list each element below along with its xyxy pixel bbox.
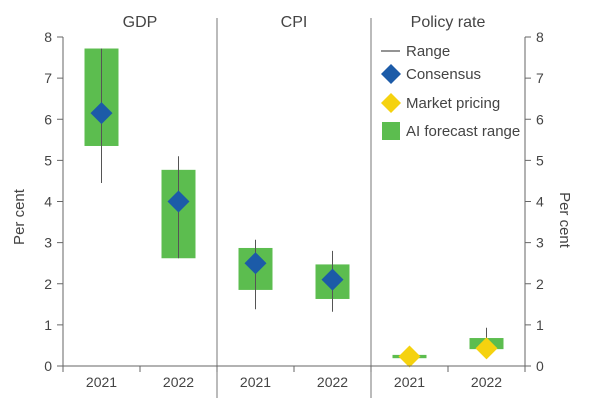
x-tick-label: 2022: [163, 374, 194, 390]
y-tick-label-right: 8: [536, 29, 544, 45]
legend-label: Consensus: [406, 66, 481, 83]
y-tick-label-left: 1: [44, 317, 52, 333]
y-tick-label-left: 2: [44, 276, 52, 292]
y-tick-label-right: 4: [536, 194, 544, 210]
y-tick-label-right: 1: [536, 317, 544, 333]
x-tick-label: 2021: [394, 374, 425, 390]
legend-label: Range: [406, 43, 450, 60]
y-axis-label-right: Per cent: [556, 192, 573, 249]
panels-layer: GDP 2021 2022 CPI 2021 2022 Policy rate 2021 202…: [62, 14, 526, 398]
x-tick-label: 2022: [471, 374, 502, 390]
consensus-marker: [167, 190, 190, 213]
y-tick-label-left: 3: [44, 235, 52, 251]
consensus-marker: [321, 268, 344, 291]
panel-gdp: GDP 2021 2022: [62, 14, 218, 390]
axes-layer: 0 0 1 1 2 2 3 3 4 4 5 5 6 6 7 7 8 8: [44, 29, 544, 374]
y-tick-label-left: 6: [44, 111, 52, 127]
y-tick-label-right: 3: [536, 235, 544, 251]
panel-title: CPI: [281, 14, 308, 31]
x-tick-label: 2021: [240, 374, 271, 390]
legend-item-ai-forecast: AI forecast range: [382, 122, 520, 140]
legend-label: AI forecast range: [406, 123, 520, 140]
legend-consensus-swatch: [381, 64, 401, 84]
y-tick-label-left: 7: [44, 70, 52, 86]
y-tick-label-left: 5: [44, 152, 52, 168]
panel-cpi: CPI 2021 2022: [216, 14, 372, 398]
y-tick-label-right: 2: [536, 276, 544, 292]
legend-item-market-pricing: Market pricing: [381, 93, 500, 113]
market-pricing-marker: [475, 337, 498, 360]
y-tick-label-left: 8: [44, 29, 52, 45]
legend-label: Market pricing: [406, 95, 500, 112]
consensus-marker: [90, 102, 113, 125]
legend-item-range: Range: [381, 43, 450, 60]
legend-ai-forecast-swatch: [382, 122, 400, 140]
x-tick-label: 2022: [317, 374, 348, 390]
consensus-marker: [244, 252, 267, 275]
y-tick-label-right: 7: [536, 70, 544, 86]
x-tick-label: 2021: [86, 374, 117, 390]
legend: Range Consensus Market pricing AI forecast …: [381, 43, 520, 140]
panel-title: GDP: [123, 14, 158, 31]
y-tick-label-left: 0: [44, 358, 52, 374]
legend-item-consensus: Consensus: [381, 64, 481, 84]
legend-market-pricing-swatch: [381, 93, 401, 113]
y-tick-label-left: 4: [44, 194, 52, 210]
y-tick-label-right: 6: [536, 111, 544, 127]
panel-title: Policy rate: [411, 14, 486, 31]
y-tick-label-right: 0: [536, 358, 544, 374]
panel-policy-rate: Policy rate 2021 2022: [370, 14, 526, 398]
y-axis-label-left: Per cent: [11, 188, 28, 245]
y-tick-label-right: 5: [536, 152, 544, 168]
market-pricing-marker: [398, 345, 421, 368]
